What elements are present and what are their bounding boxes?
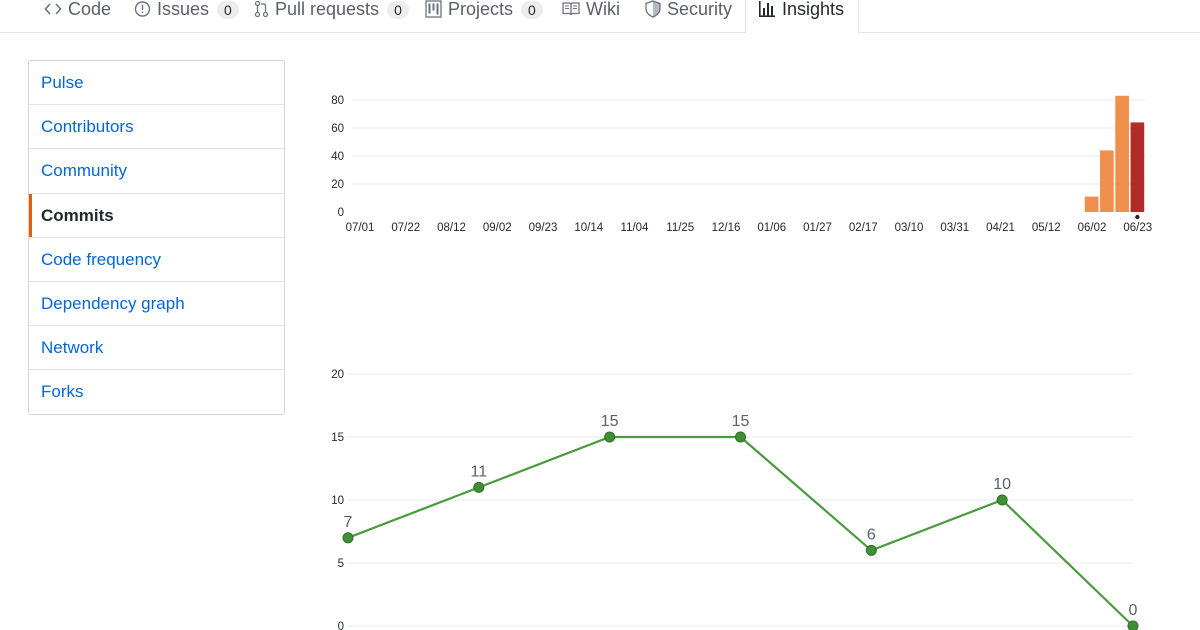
sidebar-item-label: Forks <box>41 382 84 402</box>
tab-code[interactable]: Code <box>44 0 111 33</box>
tab-insights-label: Insights <box>782 0 845 19</box>
x-tick-label: 09/23 <box>529 222 558 234</box>
y-tick-label: 60 <box>331 123 344 135</box>
data-point[interactable] <box>1127 620 1139 630</box>
graph-icon <box>759 1 775 17</box>
data-label: 10 <box>993 476 1011 493</box>
y-tick-label: 20 <box>331 369 344 381</box>
tab-security[interactable]: Security <box>645 0 732 33</box>
y-tick-label: 0 <box>338 207 344 219</box>
x-tick-label: 11/25 <box>666 222 694 234</box>
x-tick-label: 10/14 <box>574 222 603 234</box>
x-tick-label: 06/02 <box>1078 222 1107 234</box>
data-point[interactable] <box>604 431 616 443</box>
sidebar-item-pulse[interactable]: Pulse <box>29 61 284 106</box>
data-point[interactable] <box>735 431 746 443</box>
repo-nav: Code Issues 0 Pull requests 0 Projects 0 <box>0 0 1200 34</box>
x-tick-label: 07/22 <box>391 222 420 234</box>
insights-sidebar-menu: Pulse Contributors Community Commits Cod… <box>28 60 285 415</box>
sidebar-item-forks[interactable]: Forks <box>29 370 284 414</box>
sidebar-item-label: Contributors <box>41 117 134 137</box>
sidebar-item-code-frequency[interactable]: Code frequency <box>29 238 284 282</box>
data-label: 11 <box>471 463 488 480</box>
tab-security-label: Security <box>667 0 733 19</box>
week-bar[interactable] <box>1084 196 1099 212</box>
code-icon <box>44 3 62 15</box>
y-tick-label: 80 <box>331 95 344 107</box>
tab-issues[interactable]: Issues 0 <box>134 0 239 33</box>
sidebar-item-dependency-graph[interactable]: Dependency graph <box>29 282 284 327</box>
tab-issues-label: Issues <box>157 0 210 19</box>
projects-counter: 0 <box>521 1 543 19</box>
tab-projects-label: Projects <box>448 0 514 19</box>
sidebar-item-contributors[interactable]: Contributors <box>29 105 284 150</box>
data-point[interactable] <box>342 532 354 544</box>
x-tick-label: 05/12 <box>1032 222 1061 234</box>
x-tick-label: 06/23 <box>1123 222 1152 234</box>
y-tick-label: 15 <box>331 432 344 444</box>
x-tick-label: 01/06 <box>757 222 786 234</box>
sidebar-item-label: Dependency graph <box>41 293 185 313</box>
sidebar-item-label: Network <box>41 338 104 358</box>
data-point[interactable] <box>865 544 877 556</box>
data-label: 6 <box>867 526 876 543</box>
sidebar-item-label: Community <box>41 161 127 181</box>
selected-week-marker <box>1135 214 1140 220</box>
tab-projects[interactable]: Projects 0 <box>425 0 543 33</box>
sidebar-item-commits[interactable]: Commits <box>29 193 284 238</box>
issue-opened-icon <box>134 1 151 17</box>
sidebar-item-network[interactable]: Network <box>29 326 284 371</box>
x-tick-label: 08/12 <box>437 222 466 234</box>
y-tick-label: 40 <box>331 151 344 163</box>
data-point[interactable] <box>996 494 1008 506</box>
tab-pull-requests-label: Pull requests <box>275 0 380 19</box>
week-bar[interactable] <box>1115 95 1129 212</box>
y-tick-label: 10 <box>331 495 344 507</box>
shield-icon <box>645 0 661 18</box>
tab-wiki[interactable]: Wiki <box>562 0 620 33</box>
x-tick-label: 03/31 <box>940 222 969 234</box>
x-tick-label: 02/17 <box>849 222 878 234</box>
y-tick-label: 0 <box>338 621 344 630</box>
week-bar-selected[interactable] <box>1130 122 1145 212</box>
data-label: 15 <box>732 413 750 430</box>
y-tick-label: 5 <box>338 558 344 570</box>
git-pull-request-icon <box>254 0 269 18</box>
tab-wiki-label: Wiki <box>586 0 620 19</box>
pull-requests-counter: 0 <box>387 1 409 19</box>
x-tick-label: 03/10 <box>895 222 924 234</box>
x-tick-label: 01/27 <box>803 222 832 234</box>
commits-series-line <box>347 435 1134 627</box>
week-bar[interactable] <box>1100 150 1114 212</box>
y-tick-label: 20 <box>331 179 344 191</box>
issues-counter: 0 <box>217 1 239 19</box>
book-icon <box>562 2 580 16</box>
x-tick-label: 12/16 <box>712 222 741 234</box>
x-tick-label: 11/04 <box>621 222 650 234</box>
x-tick-label: 04/21 <box>986 222 1015 234</box>
sidebar-item-community[interactable]: Community <box>29 149 284 194</box>
tab-insights[interactable]: Insights <box>745 0 860 34</box>
project-icon <box>425 0 442 18</box>
data-label: 7 <box>344 514 353 531</box>
data-label: 15 <box>601 413 619 430</box>
sidebar-item-label: Commits <box>41 205 114 225</box>
tab-code-label: Code <box>68 0 112 19</box>
tab-pull-requests[interactable]: Pull requests 0 <box>254 0 409 33</box>
x-tick-label: 09/02 <box>483 222 512 234</box>
data-point[interactable] <box>473 481 485 493</box>
x-tick-label: 07/01 <box>346 222 375 234</box>
sidebar-item-label: Code frequency <box>41 249 162 269</box>
sidebar-item-label: Pulse <box>41 73 84 92</box>
data-label: 0 <box>1129 602 1138 619</box>
